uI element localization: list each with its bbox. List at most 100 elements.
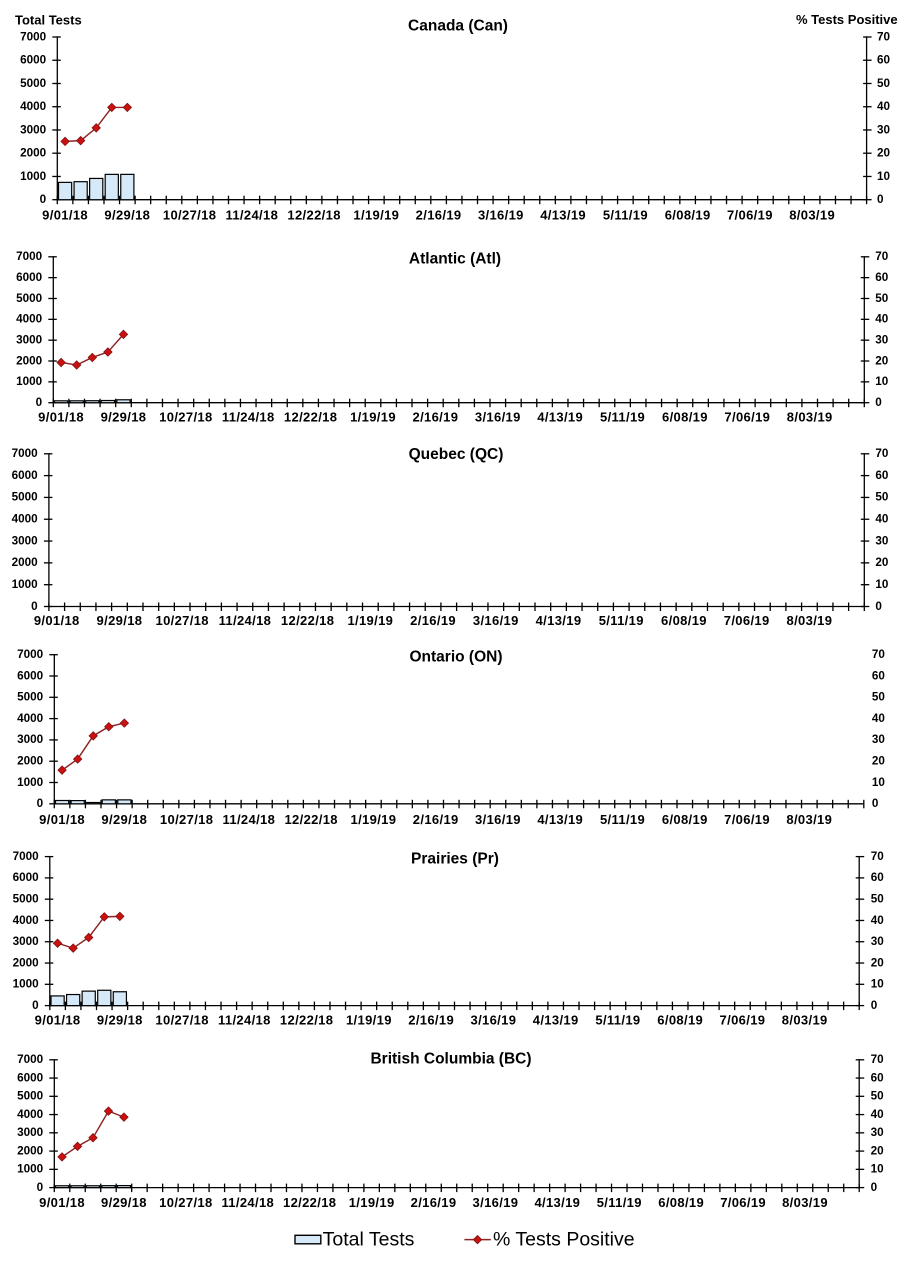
svg-text:1/19/19: 1/19/19 [351,812,397,827]
svg-text:9/29/18: 9/29/18 [101,409,147,424]
svg-text:2000: 2000 [17,755,44,768]
svg-text:3/16/19: 3/16/19 [470,1013,516,1028]
svg-text:4/13/19: 4/13/19 [533,1013,579,1028]
svg-text:6000: 6000 [12,469,39,482]
svg-text:10/27/18: 10/27/18 [155,613,208,628]
svg-text:% Tests Positive: % Tests Positive [493,1228,635,1250]
svg-text:9/29/18: 9/29/18 [97,613,143,628]
svg-text:% Tests Positive: % Tests Positive [796,12,898,27]
svg-text:0: 0 [40,193,47,206]
svg-text:10: 10 [872,776,886,789]
svg-text:70: 70 [875,447,889,460]
svg-text:5/11/19: 5/11/19 [597,1195,642,1210]
svg-text:2000: 2000 [13,956,40,969]
svg-text:60: 60 [875,271,889,284]
svg-text:9/29/18: 9/29/18 [97,1013,143,1028]
svg-text:7000: 7000 [17,648,44,661]
svg-text:12/22/18: 12/22/18 [284,409,337,424]
svg-text:0: 0 [37,797,44,810]
svg-text:30: 30 [875,534,889,547]
svg-text:4/13/19: 4/13/19 [540,208,586,223]
svg-text:7000: 7000 [13,850,40,863]
svg-text:70: 70 [877,30,891,43]
svg-text:Canada (Can): Canada (Can) [408,17,508,34]
svg-text:3/16/19: 3/16/19 [473,613,519,628]
svg-text:0: 0 [37,1181,44,1194]
svg-text:10: 10 [871,978,885,991]
svg-text:20: 20 [871,956,885,969]
svg-text:5000: 5000 [12,491,39,504]
svg-text:8/03/19: 8/03/19 [786,812,832,827]
svg-text:5/11/19: 5/11/19 [595,1013,640,1028]
svg-text:7/06/19: 7/06/19 [724,613,770,628]
svg-text:9/01/18: 9/01/18 [42,208,88,223]
svg-text:50: 50 [875,491,889,504]
svg-text:2/16/19: 2/16/19 [408,1013,454,1028]
svg-text:40: 40 [875,513,889,526]
svg-text:4/13/19: 4/13/19 [537,409,583,424]
svg-text:7/06/19: 7/06/19 [727,208,773,223]
svg-text:10/27/18: 10/27/18 [159,409,212,424]
svg-text:10/27/18: 10/27/18 [163,208,216,223]
svg-text:6000: 6000 [16,271,43,284]
svg-text:2000: 2000 [16,354,43,367]
svg-text:30: 30 [872,733,886,746]
svg-text:2000: 2000 [20,147,47,160]
svg-text:6/08/19: 6/08/19 [665,208,711,223]
svg-text:6000: 6000 [20,54,47,67]
svg-text:50: 50 [871,892,885,905]
svg-text:6/08/19: 6/08/19 [662,409,708,424]
svg-text:20: 20 [875,354,889,367]
svg-text:10: 10 [871,1163,885,1176]
svg-text:7000: 7000 [12,447,39,460]
svg-text:10: 10 [875,375,889,388]
svg-text:3/16/19: 3/16/19 [475,409,521,424]
svg-text:5000: 5000 [17,1090,44,1103]
svg-text:11/24/18: 11/24/18 [218,1013,271,1028]
svg-text:9/29/18: 9/29/18 [101,1195,147,1210]
svg-text:4000: 4000 [13,914,40,927]
svg-text:60: 60 [871,1071,885,1084]
svg-text:7000: 7000 [20,30,47,43]
svg-text:60: 60 [872,669,886,682]
svg-text:6000: 6000 [17,669,44,682]
svg-text:1000: 1000 [16,375,43,388]
svg-text:7/06/19: 7/06/19 [724,812,770,827]
svg-text:2000: 2000 [17,1144,44,1157]
svg-text:4/13/19: 4/13/19 [534,1195,580,1210]
svg-text:Total Tests: Total Tests [323,1228,415,1250]
svg-text:2/16/19: 2/16/19 [416,208,462,223]
svg-text:50: 50 [871,1090,885,1103]
svg-text:11/24/18: 11/24/18 [225,208,278,223]
svg-text:4000: 4000 [20,100,47,113]
svg-text:20: 20 [877,147,891,160]
svg-text:30: 30 [871,1126,885,1139]
svg-text:0: 0 [36,396,43,409]
svg-text:Atlantic (Atl): Atlantic (Atl) [409,250,501,267]
svg-text:7000: 7000 [16,250,43,263]
svg-text:50: 50 [872,691,886,704]
svg-text:9/29/18: 9/29/18 [104,208,150,223]
svg-text:0: 0 [877,193,884,206]
svg-text:6/08/19: 6/08/19 [658,1195,704,1210]
svg-text:70: 70 [875,250,889,263]
svg-text:2/16/19: 2/16/19 [412,409,458,424]
svg-text:40: 40 [871,1108,885,1121]
svg-text:10/27/18: 10/27/18 [159,1195,212,1210]
svg-text:20: 20 [875,556,889,569]
svg-text:1/19/19: 1/19/19 [350,409,396,424]
svg-text:5000: 5000 [16,292,43,305]
svg-text:Prairies (Pr): Prairies (Pr) [411,850,499,867]
svg-text:6000: 6000 [17,1071,44,1084]
svg-text:3/16/19: 3/16/19 [473,1195,519,1210]
svg-text:1000: 1000 [17,1163,44,1176]
svg-text:40: 40 [877,100,891,113]
svg-text:3000: 3000 [17,1126,44,1139]
svg-text:6/08/19: 6/08/19 [662,812,708,827]
svg-text:3000: 3000 [13,935,40,948]
svg-text:0: 0 [875,600,882,613]
svg-text:0: 0 [871,1181,878,1194]
svg-text:50: 50 [875,292,889,305]
svg-text:0: 0 [31,600,38,613]
svg-text:11/24/18: 11/24/18 [223,812,276,827]
